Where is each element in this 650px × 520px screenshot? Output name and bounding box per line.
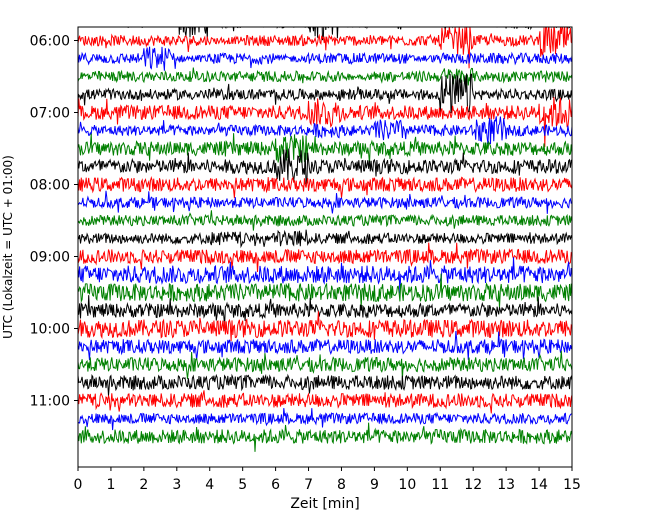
x-axis: 0 1 2 3 4 5 6 7 8 9 10 11 12 13 14 15 [74,467,581,493]
trace-line [78,422,572,452]
trace-line [78,148,572,185]
trace-line [78,330,572,361]
x-tick-label: 9 [370,477,379,493]
trace-layer [78,27,572,452]
x-tick-label: 5 [238,477,247,493]
trace-line [78,273,572,308]
x-tick-label: 2 [139,477,148,493]
trace-line [78,133,572,164]
x-tick-label: 14 [530,477,548,493]
trace-line [78,350,572,380]
y-tick-label: 08:00 [30,178,70,194]
trace-line [78,116,572,145]
trace-line [78,295,572,326]
trace-line [78,190,572,214]
trace-line [78,229,572,249]
trace-line [78,373,572,396]
y-axis: 06:00 07:00 08:00 09:00 10:00 11:00 [30,34,78,410]
trace-line [78,390,572,414]
x-tick-label: 10 [398,477,416,493]
trace-line [78,27,572,69]
trace-line [103,27,571,41]
trace-line [78,46,572,71]
x-axis-label: Zeit [min] [290,496,359,512]
x-tick-label: 4 [205,477,214,493]
y-axis-label: UTC (Lokalzeit = UTC + 01:00) [1,155,15,339]
x-tick-label: 15 [563,477,581,493]
trace-line [78,311,572,342]
plot-frame [77,26,573,468]
y-tick-label: 06:00 [30,34,70,50]
trace-line [78,257,572,294]
x-tick-label: 0 [74,477,83,493]
x-tick-label: 3 [172,477,181,493]
trace-line [78,210,572,231]
x-tick-label: 13 [497,477,515,493]
x-tick-label: 8 [337,477,346,493]
x-tick-label: 7 [304,477,313,493]
trace-line [78,175,572,199]
y-tick-label: 07:00 [30,106,70,122]
trace-line [78,73,572,114]
trace-line [78,67,572,86]
y-tick-label: 11:00 [30,394,70,410]
trace-line [78,408,572,431]
x-tick-label: 12 [464,477,482,493]
y-tick-label: 10:00 [30,322,70,338]
trace-line [78,96,572,147]
trace-line [78,242,572,273]
x-tick-label: 11 [431,477,449,493]
x-tick-label: 1 [106,477,115,493]
x-tick-label: 6 [271,477,280,493]
y-tick-label: 09:00 [30,250,70,266]
